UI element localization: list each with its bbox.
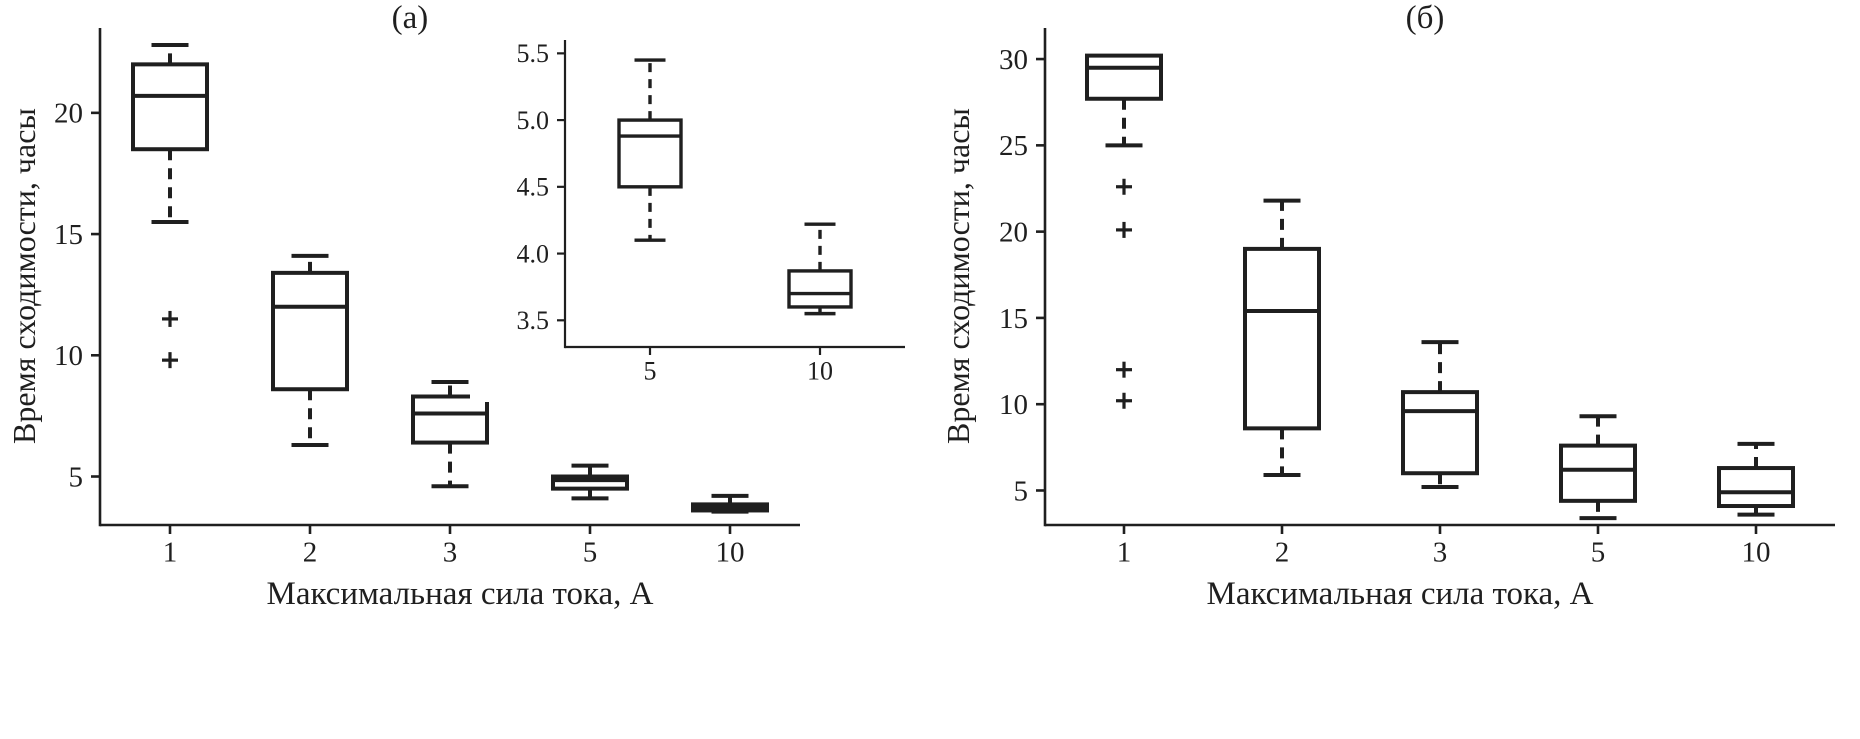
panel-b-title: (б) xyxy=(1405,0,1445,36)
boxplot-panel-b: 5 10 15 20 25 30 1 2 3 5 10 xyxy=(999,28,1835,569)
panel-b: 5 10 15 20 25 30 1 2 3 5 10 (б) Время сходимости, … xyxy=(930,0,1860,739)
panel-a-x-axis-label: Максимальная сила тока, А xyxy=(266,576,654,612)
box xyxy=(1243,246,1321,431)
box xyxy=(617,118,683,189)
x-axis-tick-label: 10 xyxy=(1742,537,1771,569)
y-axis-tick-label: 10 xyxy=(54,340,83,372)
y-axis-tick-label: 5 xyxy=(1014,475,1029,507)
box xyxy=(1085,53,1163,101)
y-axis-tick-label: 10 xyxy=(999,389,1028,421)
x-axis-tick-label: 2 xyxy=(303,537,318,569)
box xyxy=(1401,390,1479,476)
x-axis-tick-label: 3 xyxy=(443,537,458,569)
panel-b-y-axis-label: Время сходимости, часы xyxy=(940,108,976,445)
y-axis-tick-label: 15 xyxy=(999,303,1028,335)
y-axis-tick-label: 4.0 xyxy=(517,239,550,268)
x-axis-tick-label: 10 xyxy=(716,537,745,569)
y-axis-tick-label: 15 xyxy=(54,219,83,251)
y-axis-tick-label: 5.5 xyxy=(517,39,550,68)
x-axis-tick-label: 5 xyxy=(583,537,598,569)
box xyxy=(131,62,209,152)
y-axis-tick-label: 5.0 xyxy=(517,106,550,135)
y-axis-tick-label: 3.5 xyxy=(517,306,550,335)
boxplot-panel-a-inset: 3.5 4.0 4.5 5.0 5.5 5 10 xyxy=(470,12,915,402)
y-axis-tick-label: 20 xyxy=(999,216,1028,248)
x-axis-tick-label: 1 xyxy=(1117,537,1132,569)
box xyxy=(787,269,853,309)
y-axis-tick-label: 4.5 xyxy=(517,173,550,202)
x-axis-tick-label: 1 xyxy=(163,537,178,569)
y-axis-tick-label: 20 xyxy=(54,98,83,130)
panel-a: 5 10 15 20 1 2 3 5 10 3.5 4.0 4.5 5.0 5.5 5 10 (а) Вре… xyxy=(6,0,915,612)
panel-a-y-axis-label: Время сходимости, часы xyxy=(6,108,42,445)
panel-b-x-axis-label: Максимальная сила тока, А xyxy=(1206,576,1594,612)
x-axis-tick-label: 2 xyxy=(1275,537,1290,569)
y-axis-tick-label: 25 xyxy=(999,130,1028,162)
box xyxy=(1717,466,1795,509)
y-axis-tick-label: 5 xyxy=(69,461,84,493)
box xyxy=(1559,443,1637,503)
x-axis-tick-label: 5 xyxy=(1591,537,1606,569)
x-axis-tick-label: 10 xyxy=(807,357,833,386)
box xyxy=(411,394,489,445)
x-axis-tick-label: 5 xyxy=(644,357,657,386)
panel-a-title: (а) xyxy=(391,0,429,36)
y-axis-tick-label: 30 xyxy=(999,44,1028,76)
box xyxy=(271,270,349,392)
boxplot-panel-a: 5 10 15 20 1 2 3 5 10 xyxy=(54,28,800,569)
x-axis-tick-label: 3 xyxy=(1433,537,1448,569)
